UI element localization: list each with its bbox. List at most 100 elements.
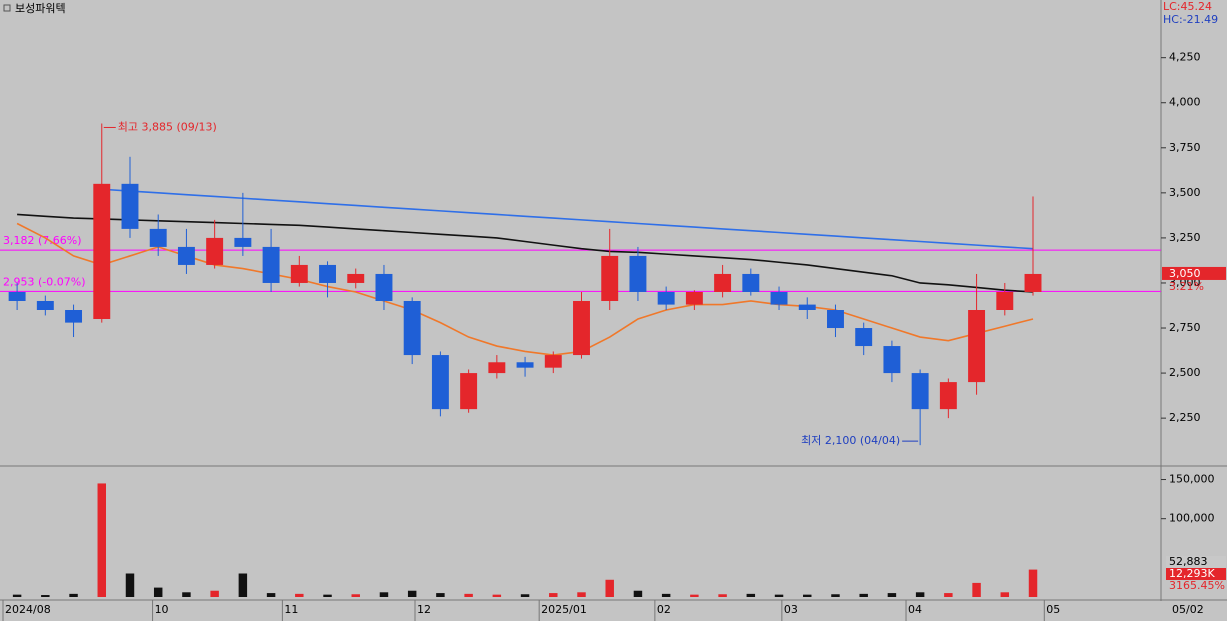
y-tick-label: 2,750 — [1169, 321, 1201, 334]
candle-body — [996, 291, 1014, 310]
x-tick-label: 2025/01 — [541, 603, 587, 616]
lc-label: LC:45.24 — [1163, 0, 1212, 13]
volume-bar — [266, 593, 276, 597]
candle-body — [798, 304, 816, 310]
candle-body — [460, 373, 478, 410]
volume-bar — [69, 593, 78, 597]
volume-bar — [210, 590, 219, 597]
candle-body — [93, 183, 111, 320]
candle-body — [827, 310, 844, 329]
volume-bar — [859, 593, 868, 597]
volume-bar — [718, 594, 727, 597]
x-tick-label: 04 — [908, 603, 922, 616]
volume-bar — [238, 573, 248, 597]
date-bar — [0, 601, 1227, 621]
moving-average — [17, 213, 1034, 293]
candle-body — [36, 300, 54, 310]
candle-body — [629, 255, 647, 292]
low-annotation: 최저 2,100 (04/04) — [801, 434, 900, 447]
candle-body — [544, 355, 562, 368]
y-tick-label: 4,000 — [1169, 96, 1201, 109]
candle-body — [65, 310, 83, 323]
candle-body — [431, 355, 449, 410]
volume-bar — [407, 590, 417, 597]
volume-bar — [690, 594, 699, 597]
volume-bar — [379, 592, 389, 597]
volume-bar — [1028, 569, 1038, 597]
volume-bar — [549, 593, 558, 597]
x-tick-label: 10 — [155, 603, 169, 616]
volume-right-label: 52,883 — [1169, 555, 1208, 568]
candle-body — [855, 328, 873, 347]
candle-body — [601, 255, 619, 301]
volume-bar — [436, 593, 445, 597]
volume-label-box — [1166, 568, 1226, 580]
title-icon — [3, 4, 11, 12]
candle-body — [319, 264, 336, 283]
chart-title: 보성파워텍 — [15, 2, 66, 15]
volume-right-label: 3165.45% — [1169, 579, 1225, 592]
candle-body — [685, 291, 703, 305]
y-tick-label: 3,750 — [1169, 141, 1201, 154]
candle-body — [206, 237, 224, 265]
x-tick-label: 12 — [417, 603, 431, 616]
hc-label: HC:-21.49 — [1163, 13, 1218, 26]
candle-body — [375, 273, 393, 301]
last-price-box — [1162, 266, 1226, 280]
volume-bar — [295, 593, 304, 597]
volume-bar — [520, 594, 530, 597]
candle-body — [177, 246, 195, 265]
volume-right-label: 12,293K — [1169, 567, 1215, 580]
candle-body — [742, 273, 760, 292]
volume-bar — [774, 594, 784, 597]
volume-bar — [1000, 592, 1010, 597]
candle-body — [573, 300, 590, 356]
y-tick-label: 100,000 — [1169, 512, 1215, 525]
candle-body — [290, 264, 308, 283]
x-tick-label: 05 — [1046, 603, 1060, 616]
volume-bar — [492, 594, 502, 597]
candle-body — [347, 273, 365, 283]
y-tick-label: 4,250 — [1169, 51, 1201, 64]
volume-bar — [577, 592, 586, 597]
volume-label-box — [1166, 556, 1226, 568]
candle-body — [149, 228, 167, 247]
volume-bar — [944, 593, 953, 597]
volume-bar — [351, 594, 360, 597]
x-tick-label: 02 — [657, 603, 671, 616]
volume-bar — [41, 595, 50, 597]
x-tick-label: 11 — [284, 603, 298, 616]
volume-bar — [803, 594, 812, 597]
y-tick-label: 3,500 — [1169, 186, 1201, 199]
reference-label: 3,182 (7.66%) — [3, 234, 82, 247]
candle-body — [403, 300, 421, 356]
volume-bar — [125, 573, 135, 597]
volume-bar — [915, 592, 925, 597]
last-price-label: 3,050 — [1169, 267, 1201, 280]
candle-body — [657, 291, 675, 305]
x-tick-label: 03 — [784, 603, 798, 616]
candle-body — [714, 273, 732, 292]
date-label: 05/02 — [1172, 603, 1204, 616]
volume-bar — [97, 483, 107, 597]
volume-bar — [182, 592, 191, 597]
candle-body — [770, 291, 788, 305]
change-label: 3.21% — [1169, 280, 1204, 293]
candle-body — [234, 237, 252, 247]
moving-average — [101, 188, 1034, 250]
candle-body — [939, 382, 957, 410]
candle-body — [121, 183, 139, 229]
y-tick-label: 2,500 — [1169, 366, 1201, 379]
volume-bar — [605, 579, 614, 597]
candle-body — [488, 362, 506, 374]
volume-bar — [831, 594, 840, 597]
volume-bar — [746, 593, 756, 597]
volume-bar — [153, 587, 163, 597]
high-annotation: 최고 3,885 (09/13) — [118, 120, 217, 133]
y-tick-label: 3,250 — [1169, 231, 1201, 244]
volume-bar — [323, 594, 332, 597]
reference-label: 2,953 (-0.07%) — [3, 275, 85, 288]
x-tick-label: 2024/08 — [5, 603, 51, 616]
candle-body — [911, 373, 929, 410]
